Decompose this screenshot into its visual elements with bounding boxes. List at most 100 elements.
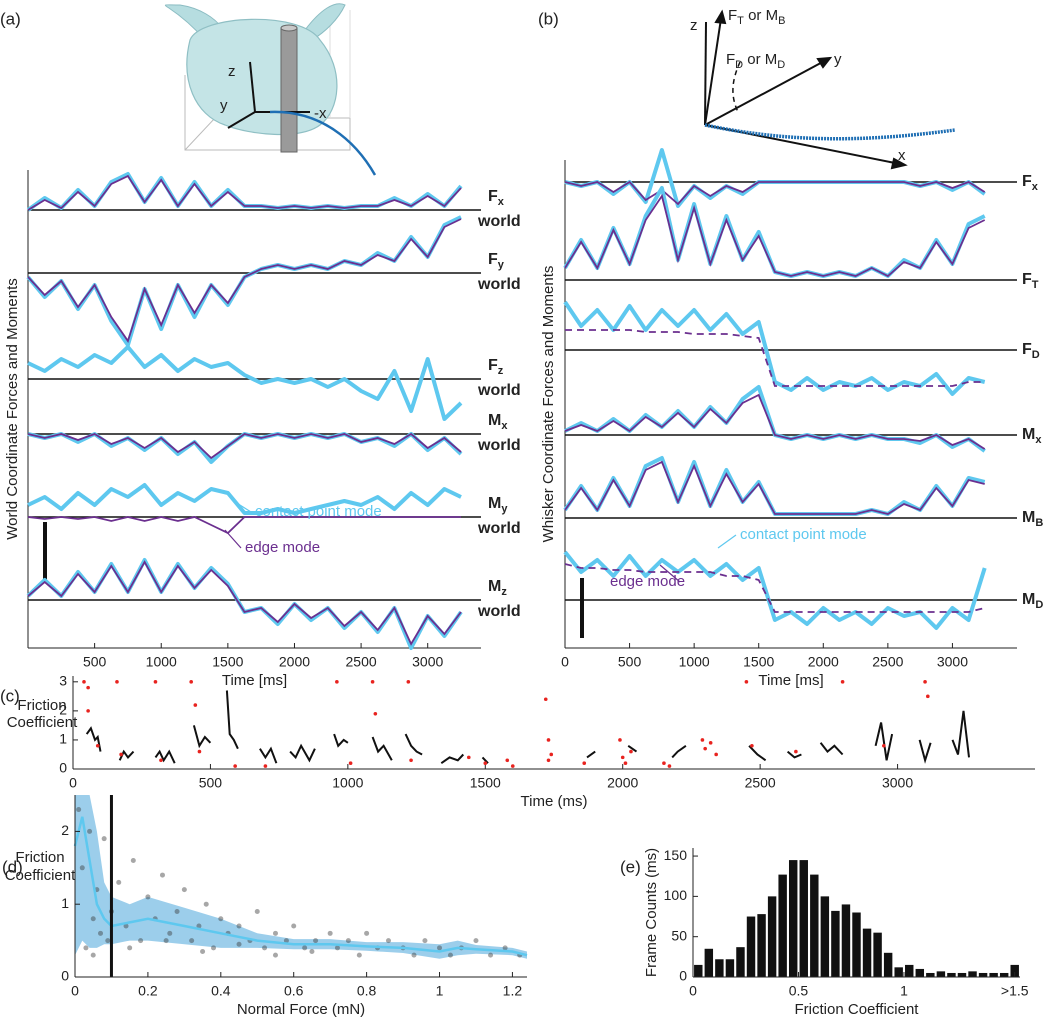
trace-label: My <box>488 495 508 515</box>
outlier-point <box>618 738 622 742</box>
histogram-bar <box>978 972 988 977</box>
inset-label: z <box>690 17 698 34</box>
x-tick-label: 2000 <box>607 775 638 791</box>
data-point <box>211 945 217 951</box>
panel-label: (e) <box>620 857 641 876</box>
x-tick-label: 0 <box>71 983 79 999</box>
x-axis-label: Time (ms) <box>521 793 588 810</box>
histogram-bar <box>694 964 703 977</box>
outlier-point <box>662 761 666 765</box>
x-tick-label: 2000 <box>279 654 310 670</box>
outlier-point <box>373 711 378 716</box>
histogram-bar <box>746 916 756 977</box>
outlier-point <box>923 680 927 684</box>
outlier-point <box>466 755 471 760</box>
subscript: B <box>1035 517 1043 529</box>
histogram-bar <box>810 874 819 977</box>
edge-trace <box>564 460 985 515</box>
y-axis-label: Friction <box>17 697 66 714</box>
outlier-point <box>505 758 510 763</box>
outlier-point <box>159 758 163 763</box>
x-tick-label: 2000 <box>808 654 839 670</box>
contact-trace <box>564 385 986 453</box>
x-tick-label: 1500 <box>212 654 243 670</box>
outlier-point <box>233 764 237 768</box>
x-tick-label: 0.2 <box>138 983 158 999</box>
outlier-point <box>348 761 353 765</box>
subscript: z <box>501 586 507 598</box>
trace-label: Fx <box>1022 173 1039 193</box>
contact-trace <box>563 186 986 278</box>
subscript: D <box>1035 599 1043 611</box>
outlier-point <box>546 738 551 742</box>
outlier-point <box>115 680 119 684</box>
outlier-point <box>882 743 886 748</box>
data-point <box>79 865 85 871</box>
x-tick-label: 2500 <box>346 654 377 670</box>
histogram-bar <box>989 972 998 977</box>
subscript: T <box>737 15 744 27</box>
subscript: D <box>735 59 743 71</box>
panel-label: (c) <box>0 686 20 705</box>
text-part: F <box>1022 271 1032 288</box>
text-part: F <box>488 188 498 205</box>
annotation: contact point mode <box>255 503 382 520</box>
histogram-bar <box>736 947 745 977</box>
outlier-point <box>86 685 90 690</box>
trace-frame: world <box>477 276 521 293</box>
data-point <box>309 949 315 955</box>
text-part: M <box>1022 509 1035 526</box>
panel-label: (d) <box>2 857 23 876</box>
x-axis-label: Friction Coefficient <box>795 1001 920 1018</box>
trace-label: Fy <box>488 251 505 271</box>
outlier-point <box>549 752 554 757</box>
y-axis-label: Frame Counts (ms) <box>643 848 660 977</box>
histogram-bar <box>936 971 946 977</box>
data-point <box>145 894 151 900</box>
histogram-bar <box>831 910 840 977</box>
x-tick-label: >1.5 <box>1001 983 1029 999</box>
trace-label: FD <box>1022 341 1040 361</box>
text-part: M <box>488 495 501 512</box>
inset-label: FD or MD <box>726 51 785 71</box>
x-tick-label: 0 <box>561 654 569 670</box>
histogram-bar <box>947 972 956 977</box>
x-tick-label: 1500 <box>743 654 774 670</box>
histogram-bar <box>852 912 861 977</box>
subscript: B <box>778 15 785 27</box>
outlier-point <box>189 680 193 684</box>
histogram-bar <box>957 972 967 977</box>
subscript: x <box>1032 181 1039 193</box>
outlier-point <box>197 749 202 754</box>
outlier-point <box>370 680 375 684</box>
subscript: D <box>1032 349 1040 361</box>
histogram-bar <box>841 904 851 977</box>
x-tick-label: 3000 <box>412 654 443 670</box>
y-axis-label: Friction <box>15 849 64 866</box>
inset-label: x <box>898 147 906 164</box>
data-point <box>385 938 391 944</box>
contact-trace <box>564 148 986 208</box>
x-axis-label: Time [ms] <box>758 672 823 689</box>
text-part: F <box>1022 173 1032 190</box>
x-tick-label: 3000 <box>882 775 913 791</box>
trend-line <box>73 816 528 957</box>
friction-line <box>85 690 970 765</box>
data-point <box>123 923 129 929</box>
outlier-point <box>546 758 551 763</box>
data-point <box>76 807 82 813</box>
outlier-point <box>840 680 845 684</box>
outlier-point <box>406 680 411 684</box>
y-tick-label: 2 <box>59 702 67 718</box>
panel-label: (a) <box>0 9 21 28</box>
trace-label: Fx <box>488 188 505 208</box>
head-inset <box>164 3 377 176</box>
data-point <box>196 923 202 929</box>
data-point <box>473 938 479 944</box>
histogram-bar <box>725 959 735 977</box>
outlier-point <box>263 764 268 768</box>
data-point <box>174 908 180 914</box>
contact-trace <box>563 300 986 396</box>
data-point <box>90 952 96 958</box>
